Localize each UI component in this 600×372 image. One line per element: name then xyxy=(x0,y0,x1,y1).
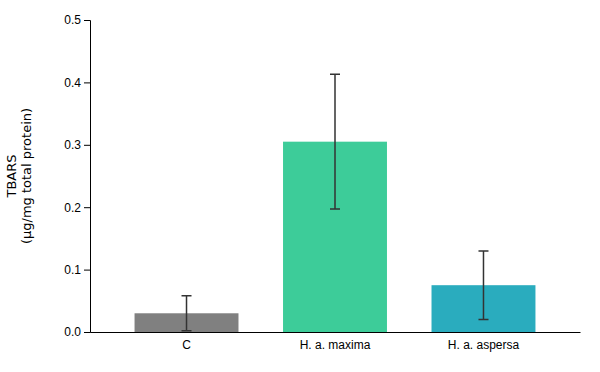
tick-mark xyxy=(84,145,90,146)
x-axis: C H. a. maxima H. a. aspersa xyxy=(91,333,581,352)
tick-mark xyxy=(84,270,90,271)
tick: H. a. aspersa xyxy=(448,338,520,352)
tick: 0.1 xyxy=(64,263,90,277)
tick-mark xyxy=(84,82,90,83)
tick-label: 0.3 xyxy=(64,138,81,152)
plot: 0.0 0.1 0.2 0.3 0.4 0.5 C H. a. maxima H. a. asp… xyxy=(4,13,581,351)
axis-line xyxy=(84,21,91,333)
tick-label: 0.4 xyxy=(64,76,81,90)
tick: 0.3 xyxy=(64,138,90,152)
tick-label: 0.2 xyxy=(64,201,81,215)
tick: 0.5 xyxy=(64,13,90,27)
tick-mark xyxy=(84,20,90,21)
tick-label: C xyxy=(182,338,191,352)
error-bar xyxy=(182,296,192,331)
tick-mark xyxy=(84,207,90,208)
marks xyxy=(135,74,536,332)
error-bar xyxy=(478,251,488,320)
error-bar xyxy=(330,74,340,209)
y-axis-title-line: TBARS xyxy=(4,154,19,198)
tick-label: H. a. aspersa xyxy=(448,338,520,352)
tick: 0.4 xyxy=(64,76,90,90)
tick: C xyxy=(182,338,191,352)
axis-line xyxy=(91,332,581,333)
y-axis-title-line: (μg/mg total protein) xyxy=(19,108,34,244)
tick-mark xyxy=(84,332,90,333)
y-axis-title: TBARS(μg/mg total protein) xyxy=(4,108,34,244)
tick: H. a. maxima xyxy=(300,338,371,352)
tick: 0.2 xyxy=(64,201,90,215)
tick-label: 0.0 xyxy=(64,325,81,339)
tick-label: 0.1 xyxy=(64,263,81,277)
tick: 0.0 xyxy=(64,325,90,339)
y-axis: 0.0 0.1 0.2 0.3 0.4 0.5 xyxy=(64,13,90,339)
chart: 0.0 0.1 0.2 0.3 0.4 0.5 C H. a. maxima H. a. asp… xyxy=(0,0,600,372)
tick-label: H. a. maxima xyxy=(300,338,371,352)
tick-label: 0.5 xyxy=(64,13,81,27)
